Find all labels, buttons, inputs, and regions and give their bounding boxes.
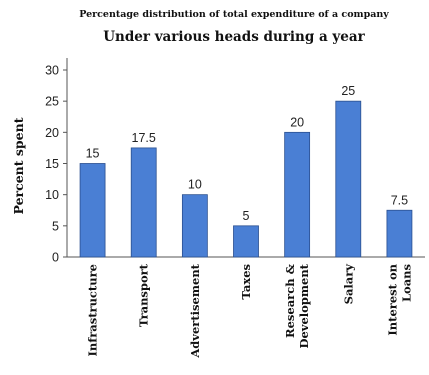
data-label: 20: [290, 115, 304, 129]
y-tick-label: 5: [52, 219, 59, 233]
y-tick-label: 25: [45, 95, 59, 109]
bar: [181, 194, 208, 258]
data-labels: 15 17.5 10 5 20 25 7.5: [86, 84, 409, 223]
category-label: Taxes: [239, 264, 253, 300]
bars: [79, 100, 413, 258]
category-label: Salary: [341, 264, 355, 305]
y-tick-label: 15: [45, 157, 59, 171]
y-tick-label: 0: [52, 251, 59, 265]
y-tick-label: 10: [45, 188, 59, 202]
bar: [386, 209, 413, 258]
data-label: 5: [243, 209, 250, 223]
chart-title: Percentage distribution of total expendi…: [79, 9, 389, 20]
category-label: Loans: [399, 264, 413, 302]
bar: [130, 147, 157, 258]
category-labels: Infrastructure Transport Advertisement Taxe…: [86, 263, 414, 358]
y-tick-label: 30: [45, 64, 59, 78]
category-label: Development: [297, 263, 311, 348]
bar: [79, 163, 106, 258]
data-label: 25: [341, 84, 355, 98]
data-label: 10: [188, 178, 202, 192]
y-axis-label: Percent spent: [11, 117, 26, 214]
data-label: 17.5: [132, 131, 156, 145]
category-label: Research &: [283, 263, 297, 338]
chart-subtitle: Under various heads during a year: [103, 29, 365, 45]
category-label: Transport: [137, 263, 151, 327]
bar: [284, 131, 311, 258]
category-label: Infrastructure: [86, 264, 100, 356]
bar: [233, 225, 259, 258]
category-label: Interest on: [385, 263, 399, 335]
data-label: 15: [86, 147, 100, 161]
y-tick-label: 20: [45, 126, 59, 140]
bar: [335, 100, 362, 258]
category-label: Advertisement: [188, 263, 202, 358]
data-label: 7.5: [391, 193, 408, 207]
y-ticks: 0 5 10 15 20 25 30: [45, 64, 67, 265]
